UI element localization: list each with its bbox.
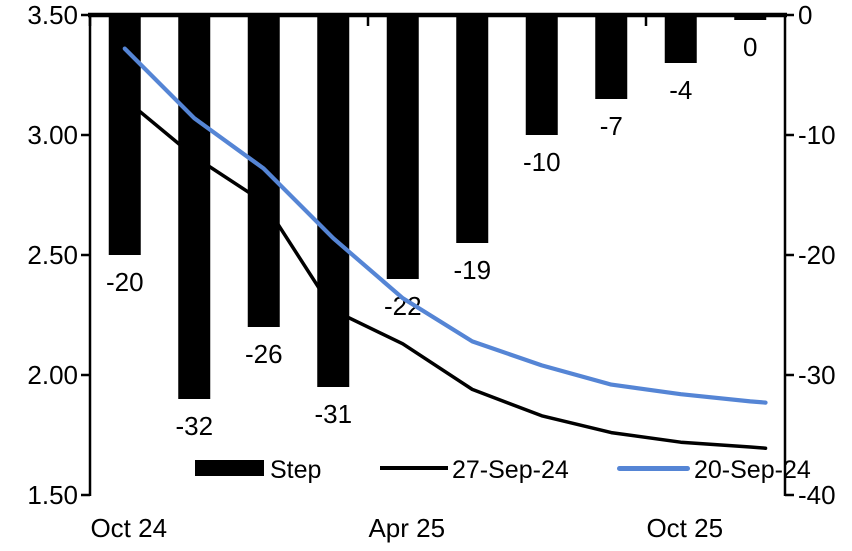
- step-bar: [456, 15, 489, 243]
- left-axis-tick-label: 3.50: [27, 0, 78, 30]
- legend-20sep-label: 20-Sep-24: [694, 456, 811, 484]
- x-axis-label: Apr 25: [368, 513, 445, 543]
- bar-value-label: -26: [245, 339, 283, 369]
- step-bar: [108, 15, 141, 255]
- bar-value-label: -19: [453, 255, 491, 285]
- x-axis-label: Oct 25: [646, 513, 723, 543]
- step-bar: [664, 15, 697, 63]
- line-20-sep-24: [122, 46, 768, 405]
- legend-step-label: Step: [270, 456, 322, 484]
- left-axis-tick-label: 1.50: [27, 480, 78, 510]
- left-axis-tick-label: 3.00: [27, 120, 78, 150]
- step-bar: [317, 15, 350, 387]
- bar-value-label: -7: [600, 111, 623, 141]
- right-axis-tick-label: 0: [798, 0, 812, 30]
- bar-value-label: -32: [175, 411, 213, 441]
- left-axis-tick-label: 2.50: [27, 240, 78, 270]
- step-bar: [595, 15, 628, 99]
- legend-27sep-label: 27-Sep-24: [452, 456, 569, 484]
- bar-value-label: -31: [314, 399, 352, 429]
- step-bar: [525, 15, 558, 135]
- right-axis-tick-label: -10: [798, 120, 836, 150]
- step-bar: [734, 15, 767, 20]
- bar-value-label: 0: [743, 32, 757, 62]
- step-bar: [178, 15, 211, 399]
- line-27-sep-24: [123, 97, 768, 450]
- right-axis-tick-label: -40: [798, 480, 836, 510]
- bar-value-label: -20: [106, 267, 144, 297]
- legend-step-swatch: [195, 460, 264, 476]
- legend-20sep-line-swatch: [617, 465, 690, 471]
- bar-value-label: -4: [669, 75, 692, 105]
- x-axis-label: Oct 24: [90, 513, 167, 543]
- right-axis-tick-label: -20: [798, 240, 836, 270]
- bar-value-label: -10: [523, 147, 561, 177]
- legend-27sep-line-swatch: [380, 466, 448, 470]
- right-axis-tick-label: -30: [798, 360, 836, 390]
- step-bar: [386, 15, 419, 279]
- left-axis-tick-label: 2.00: [27, 360, 78, 390]
